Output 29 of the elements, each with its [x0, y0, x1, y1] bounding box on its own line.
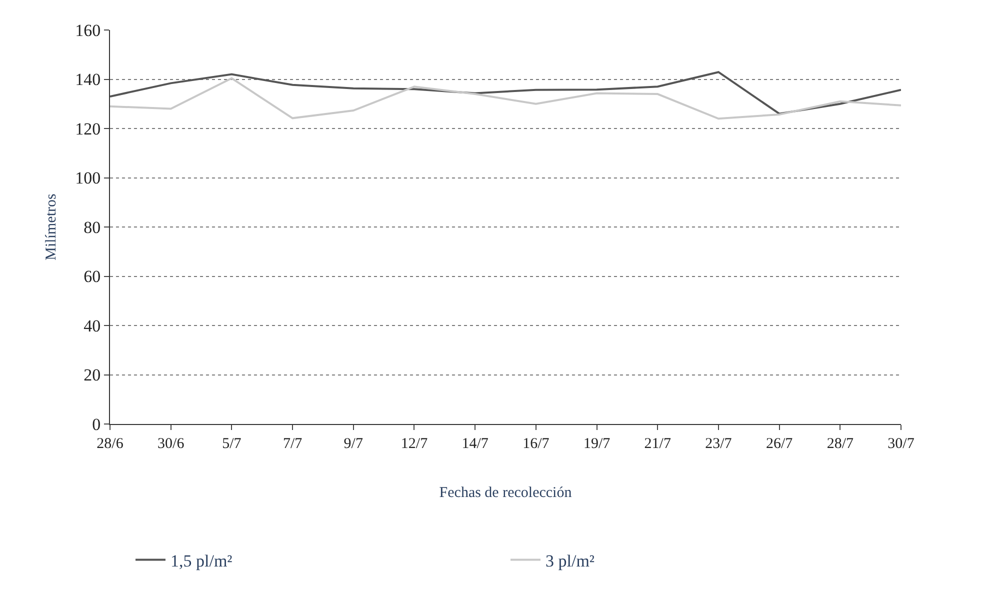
x-tick-label: 28/6 [96, 436, 124, 452]
x-tick-label: 9/7 [344, 436, 364, 452]
x-tick-label: 7/7 [282, 436, 303, 452]
y-tick-label: 120 [75, 119, 101, 138]
x-tick-label: 21/7 [644, 436, 672, 452]
y-tick-label: 80 [84, 218, 101, 237]
x-tick-label: 5/7 [222, 436, 242, 452]
x-tick-label: 16/7 [522, 436, 550, 452]
line-series [110, 77, 901, 120]
x-tick-label: 12/7 [400, 436, 428, 452]
y-tick-label: 140 [75, 70, 101, 90]
x-tick-label: 14/7 [462, 436, 489, 452]
y-tick-label: 0 [92, 414, 101, 434]
x-tick-label: 28/7 [826, 436, 854, 452]
y-axis-title: Milímetros [43, 194, 60, 260]
legend-label: 1,5 pl/m² [170, 551, 232, 570]
y-tick-label: 40 [84, 316, 101, 336]
x-tick-label: 26/7 [766, 436, 794, 452]
y-tick-label: 160 [75, 20, 101, 40]
x-axis-title: Fechas de recolección [439, 485, 572, 501]
line-series [110, 71, 901, 115]
x-tick-label: 23/7 [705, 436, 732, 452]
x-tick-label: 30/7 [888, 436, 915, 452]
y-tick-label: 100 [75, 168, 101, 188]
legend-label: 3 pl/m² [546, 551, 595, 570]
x-tick-label: 19/7 [583, 436, 611, 452]
x-tick-label: 30/6 [158, 436, 185, 452]
y-tick-label: 60 [84, 267, 101, 286]
y-tick-label: 20 [84, 366, 101, 385]
